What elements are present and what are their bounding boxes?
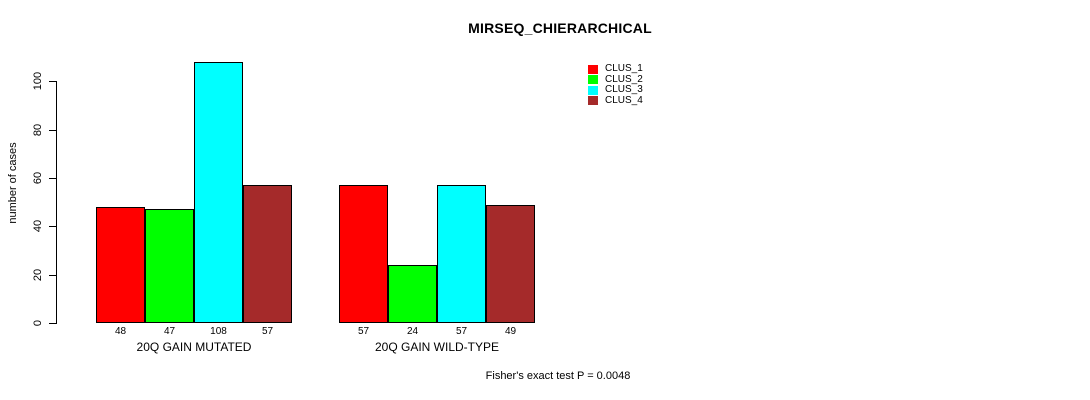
legend-label: CLUS_4 [605,94,643,106]
bar-value-label: 57 [261,326,274,337]
bar-CLUS_1-group1 [96,206,145,323]
y-axis-tick-label: 20 [32,268,44,281]
bar-value-label: 108 [210,326,227,337]
bar-CLUS_3-group2 [437,185,486,323]
y-axis-tick-label: 100 [32,72,44,91]
bar-CLUS_4-group2 [486,204,535,323]
legend-item-CLUS_3: CLUS_3 [588,85,643,96]
y-axis-line [56,81,57,324]
legend-label: CLUS_3 [605,84,643,96]
bar-value-label: 48 [114,326,127,337]
bar-value-label: 49 [504,326,517,337]
legend-item-CLUS_4: CLUS_4 [588,94,643,107]
y-axis-tick [49,323,56,324]
legend-swatch-CLUS_2 [588,75,598,85]
legend-swatch-CLUS_1 [588,64,598,74]
group-label: 20Q GAIN WILD-TYPE [374,340,500,354]
chart-title: MIRSEQ_CHIERARCHICAL [468,20,652,36]
legend-swatch-CLUS_4 [588,96,598,106]
y-axis-tick [49,129,56,131]
bar-CLUS_4-group1 [243,185,292,323]
legend-item-CLUS_2: CLUS_2 [588,73,643,86]
y-axis-tick-label: 60 [32,171,44,185]
legend-item-CLUS_1: CLUS_1 [588,64,643,75]
legend-label: CLUS_1 [605,63,643,75]
bar-CLUS_2-group2 [388,264,437,323]
legend-label: CLUS_2 [605,73,643,85]
bar-CLUS_2-group1 [145,209,194,323]
y-axis-label: number of cases [7,142,19,224]
bar-value-label: 57 [357,326,370,337]
y-axis-tick [49,177,56,179]
group-label: 20Q GAIN MUTATED [136,340,252,354]
bar-CLUS_1-group2 [339,185,388,323]
bar-value-label: 47 [163,326,176,337]
y-axis-tick [49,274,56,276]
legend-swatch-CLUS_3 [588,85,598,95]
bar-CLUS_3-group1 [194,61,243,323]
y-axis-tick-label: 0 [32,319,44,327]
bar-value-label: 24 [406,326,419,337]
y-axis-tick [49,226,56,228]
y-axis-tick [49,81,56,83]
y-axis-tick-label: 40 [32,220,44,233]
legend: CLUS_1 CLUS_2 CLUS_3 CLUS_4 [588,64,643,106]
y-axis-tick-label: 80 [32,123,44,136]
footnote-text: Fisher's exact test P = 0.0048 [485,370,631,382]
bar-value-label: 57 [455,326,468,337]
